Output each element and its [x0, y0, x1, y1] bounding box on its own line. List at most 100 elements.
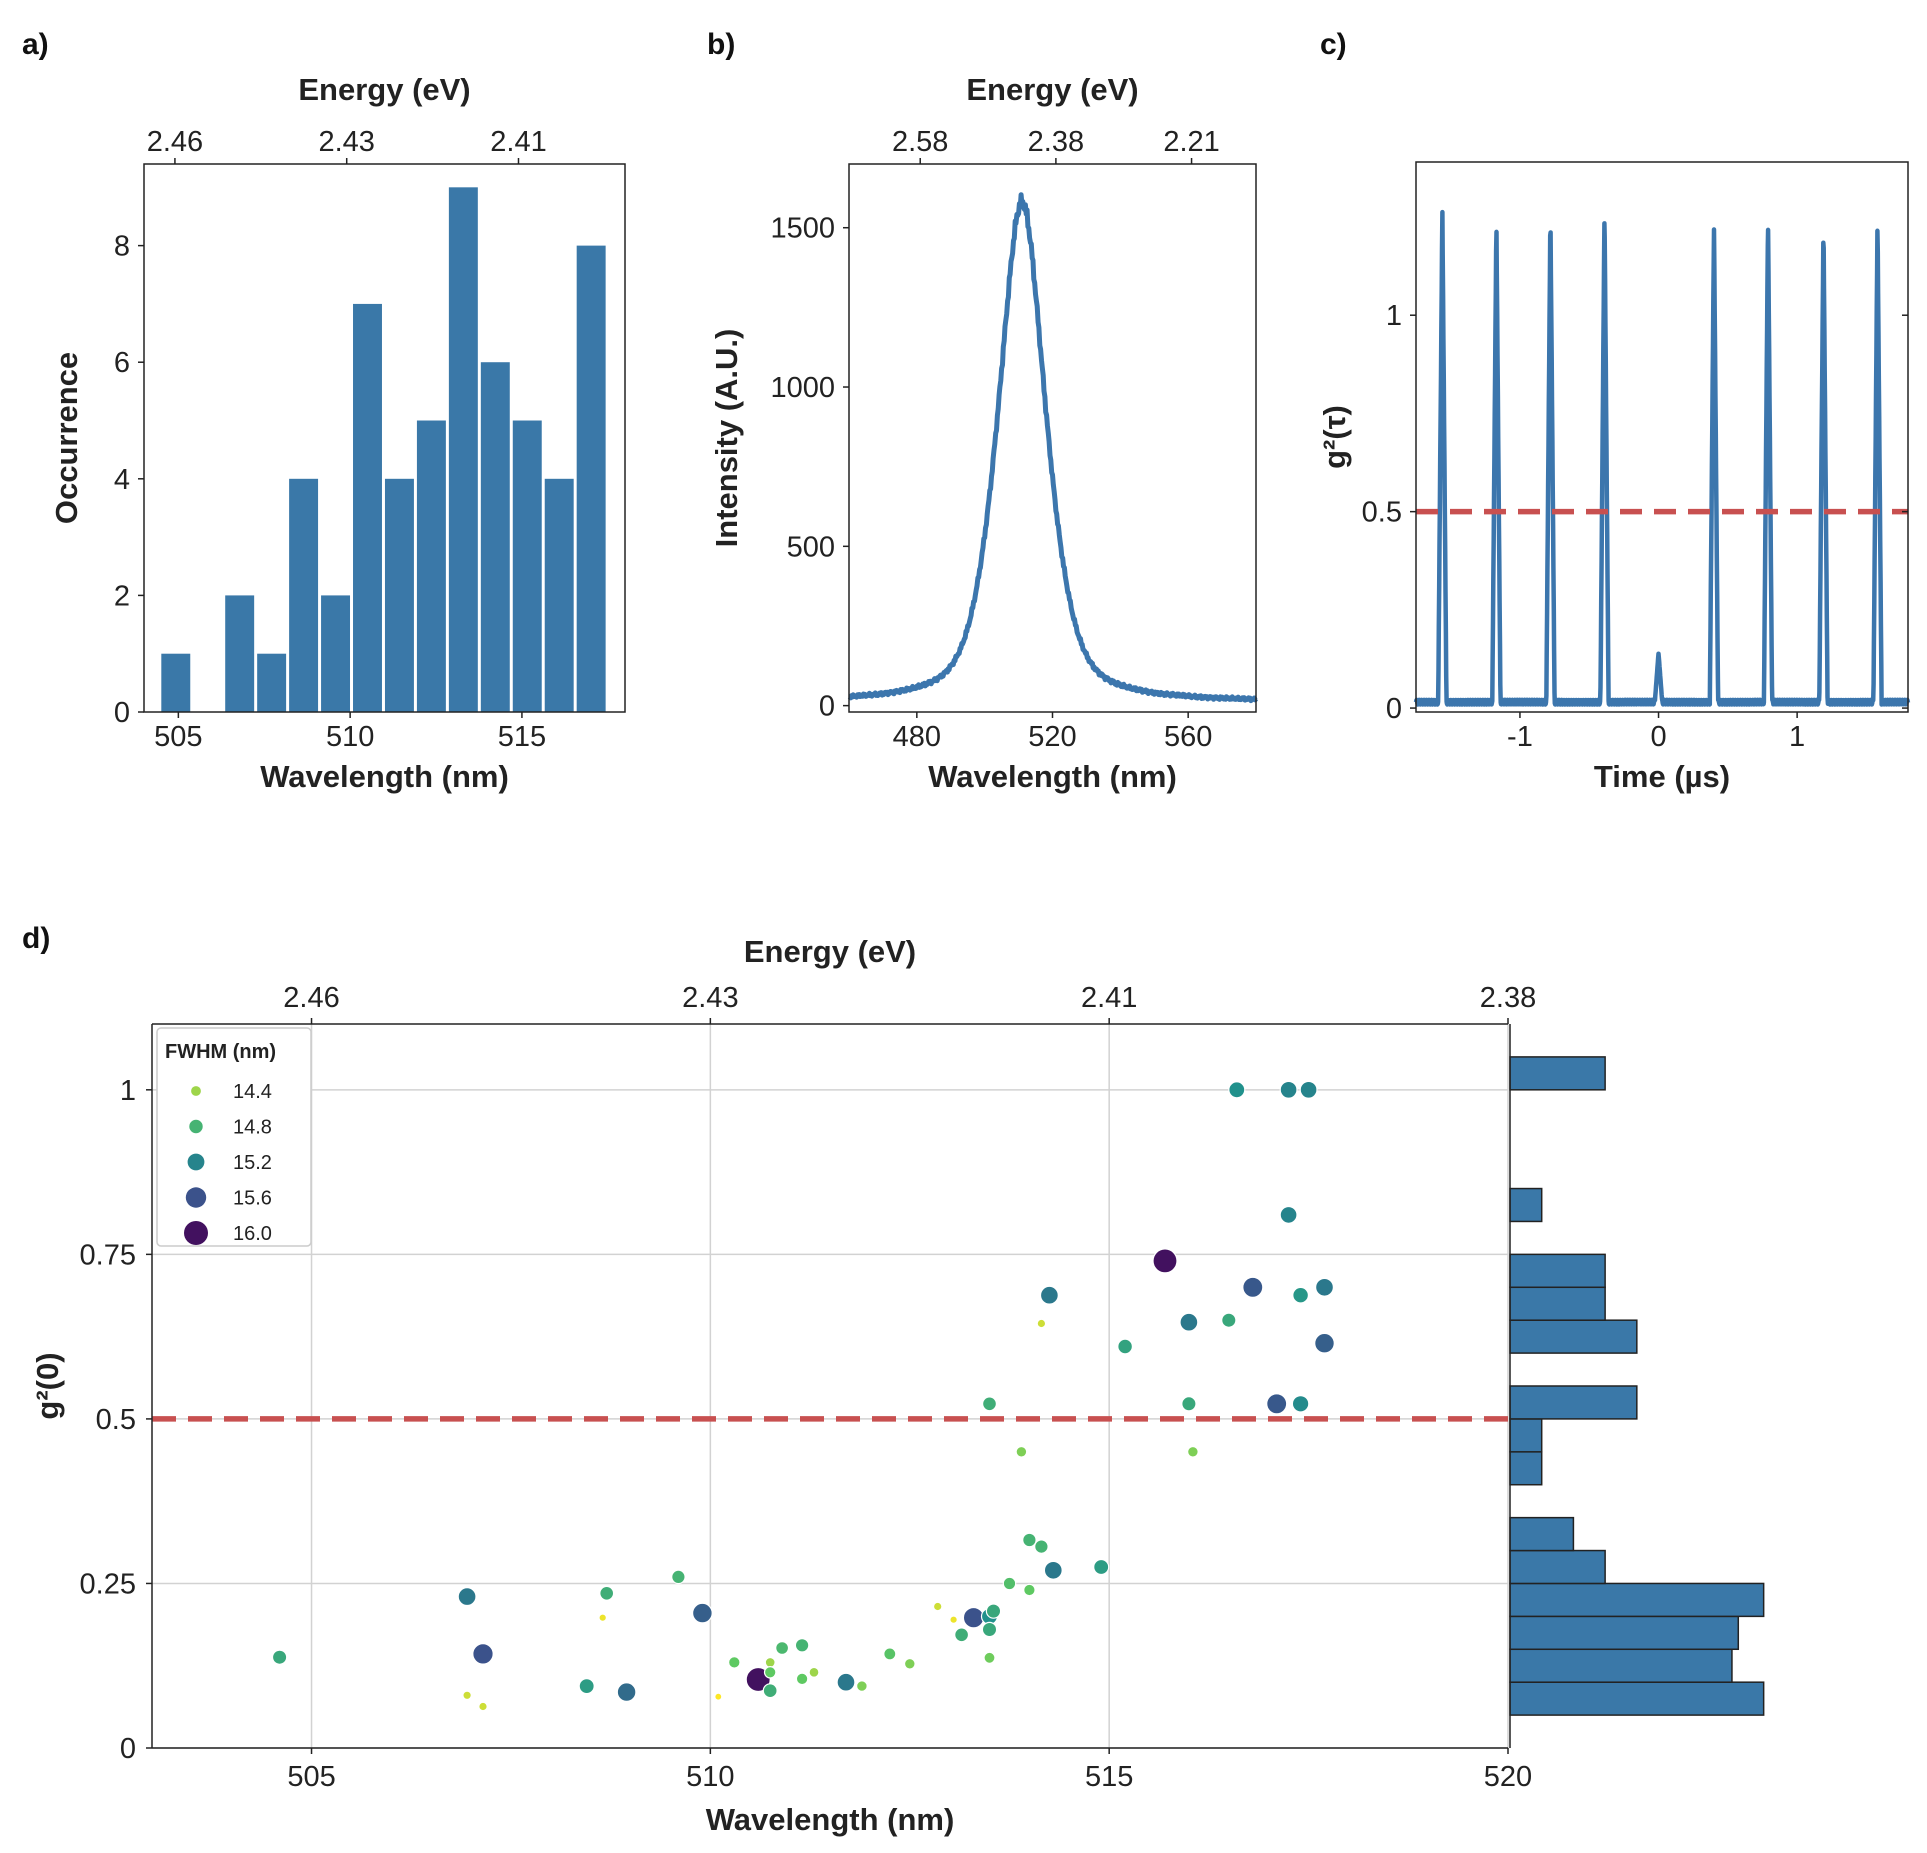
legend-title: FWHM (nm)	[165, 1041, 276, 1063]
histogram-bar-13	[576, 245, 606, 713]
x-tick-label: -1	[1507, 721, 1533, 753]
scatter-point-58	[1314, 1332, 1335, 1354]
marginal-bar-0	[1509, 1681, 1765, 1716]
x-tick-label: 505	[154, 721, 202, 753]
marginal-bar-13	[1509, 1056, 1606, 1091]
x-tick-label: 515	[498, 721, 546, 753]
y-tick-label: 0	[1386, 693, 1402, 725]
y-tick-label: 1000	[770, 372, 835, 404]
y-tick-label: 4	[114, 464, 130, 496]
marginal-bar-9	[1509, 1319, 1638, 1354]
panel-label: b)	[707, 28, 735, 61]
top-tick-label: 2.38	[1028, 126, 1084, 158]
histogram-bar-12	[544, 478, 574, 712]
scatter-point-52	[1279, 1080, 1298, 1099]
histogram-bar-11	[512, 420, 542, 712]
y-tick-label: 0	[819, 691, 835, 723]
top-tick-label: 2.41	[490, 126, 546, 158]
scatter-point-51	[1266, 1393, 1288, 1415]
y-tick-label: 1500	[770, 213, 835, 245]
x-tick-label: 560	[1164, 721, 1212, 753]
panel-d-g2-vs-wavelength-scatter: 505 510 515 520 0 0.25 0.5 0.75 1 2.46 2.43 2.41 2.3…	[22, 922, 1765, 1837]
x-axis-label: Time (µs)	[1594, 759, 1730, 794]
top-axis-label: Energy (eV)	[298, 72, 470, 107]
panel-label: a)	[22, 28, 49, 61]
scatter-point-56	[1299, 1080, 1318, 1099]
y-tick-label: 8	[114, 231, 130, 263]
legend-entry-0: 14.4	[233, 1081, 272, 1103]
scatter-point-39	[1036, 1318, 1047, 1329]
scatter-point-2	[472, 1643, 494, 1665]
y-tick-label: 0	[114, 697, 130, 729]
scatter-point-48	[1221, 1312, 1237, 1328]
scatter-point-16	[762, 1683, 778, 1699]
scatter-point-8	[616, 1682, 637, 1702]
scatter-point-22	[856, 1680, 868, 1692]
x-tick-label: 510	[686, 1761, 734, 1793]
histogram-bar-8	[416, 420, 446, 712]
y-tick-label: 0.25	[80, 1568, 136, 1600]
scatter-point-19	[795, 1672, 809, 1686]
histogram-bar-7	[384, 478, 414, 712]
histogram-bar-3	[257, 653, 287, 712]
scatter-point-20	[808, 1666, 820, 1678]
marginal-bar-7	[1509, 1418, 1543, 1453]
scatter-point-53	[1279, 1205, 1298, 1224]
legend-marker-3	[185, 1187, 207, 1208]
scatter-point-27	[954, 1627, 970, 1643]
x-axis-label: Wavelength (nm)	[928, 759, 1177, 794]
y-tick-label: 0.5	[1362, 497, 1402, 529]
x-tick-label: 480	[893, 721, 941, 753]
plot-frame	[143, 163, 626, 713]
scatter-point-25	[932, 1601, 943, 1612]
scatter-point-43	[1117, 1338, 1133, 1355]
panel-label: c)	[1320, 28, 1347, 61]
scatter-point-11	[727, 1656, 741, 1669]
y-axis-label: Intensity (A.U.)	[709, 329, 744, 548]
scatter-point-54	[1292, 1286, 1309, 1304]
plot-frame	[1415, 161, 1909, 713]
scatter-point-24	[903, 1657, 916, 1670]
marginal-bar-6	[1509, 1451, 1543, 1486]
scatter-point-45	[1181, 1396, 1197, 1412]
x-tick-label: 505	[287, 1761, 335, 1793]
top-axis-label: Energy (eV)	[966, 72, 1138, 107]
marginal-histogram	[1509, 1024, 1765, 1748]
x-tick-label: 1	[1789, 721, 1805, 753]
marginal-bar-2	[1509, 1615, 1740, 1651]
legend-entry-3: 15.6	[233, 1188, 272, 1210]
scatter-point-55	[1291, 1395, 1310, 1413]
top-tick-label: 2.38	[1480, 982, 1536, 1014]
scatter-point-1	[457, 1587, 477, 1607]
panel-a-occurrence-histogram: 505 510 515 0 2 4 6 8 2.46 2.43 2.41 Wavelength (nm…	[22, 28, 626, 794]
histogram-bar-0	[161, 653, 191, 712]
legend-entry-4: 16.0	[233, 1223, 272, 1245]
x-axis-label: Wavelength (nm)	[706, 1802, 955, 1837]
legend-marker-2	[187, 1153, 205, 1171]
scatter-point-30	[981, 1621, 998, 1638]
y-tick-label: 0	[120, 1733, 136, 1765]
marginal-bar-3	[1509, 1582, 1765, 1618]
x-tick-label: 510	[326, 721, 374, 753]
marginal-bar-1	[1509, 1648, 1733, 1683]
legend-entry-2: 15.2	[233, 1152, 272, 1174]
panel-label: d)	[22, 922, 50, 955]
top-tick-label: 2.41	[1081, 982, 1137, 1014]
x-tick-label: 515	[1085, 1761, 1133, 1793]
marginal-bar-4	[1509, 1549, 1606, 1585]
y-tick-label: 0.75	[80, 1239, 136, 1271]
histogram-bar-9	[448, 187, 478, 712]
x-tick-label: 520	[1028, 721, 1076, 753]
histogram-bar-6	[353, 303, 382, 712]
y-tick-label: 1	[1386, 300, 1402, 332]
y-axis-label: Occurrence	[49, 352, 84, 524]
histogram-bar-4	[289, 478, 319, 712]
legend-marker-0	[191, 1086, 201, 1096]
scatter-point-37	[1022, 1532, 1037, 1548]
scatter-point-32	[981, 1396, 997, 1412]
y-tick-label: 2	[114, 580, 130, 612]
x-axis-label: Wavelength (nm)	[260, 759, 509, 794]
marginal-bar-11	[1509, 1253, 1606, 1289]
scatter-point-15	[763, 1666, 777, 1679]
